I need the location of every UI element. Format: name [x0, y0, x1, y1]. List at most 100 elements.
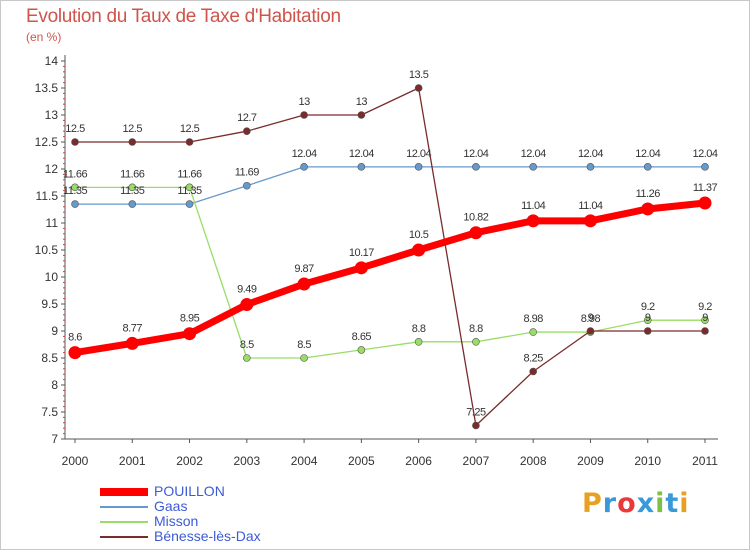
- data-point: [243, 181, 251, 190]
- data-label: 11.69: [235, 167, 260, 179]
- data-label: 11.66: [63, 168, 88, 180]
- data-label: 10.17: [349, 247, 374, 259]
- series-line-gaas: [75, 166, 705, 205]
- logo-letter: x: [636, 488, 656, 519]
- x-tick-label: 2009: [577, 454, 604, 468]
- data-point: [701, 327, 709, 335]
- data-label: 11.35: [177, 185, 202, 197]
- y-tick-label: 14: [45, 54, 59, 68]
- y-tick-label: 11: [46, 216, 59, 230]
- data-point: [300, 354, 308, 362]
- data-point: [412, 243, 426, 257]
- data-label: 8.65: [352, 331, 372, 343]
- data-point: [526, 214, 540, 228]
- data-label: 7.25: [466, 407, 486, 419]
- y-tick-label: 13: [45, 108, 59, 122]
- data-label: 12.04: [521, 148, 546, 160]
- x-tick-label: 2002: [176, 454, 203, 468]
- data-label: 12.04: [635, 148, 660, 160]
- data-point: [469, 226, 483, 240]
- series-line-benesse: [75, 87, 705, 427]
- y-tick-label: 13.5: [35, 81, 59, 95]
- data-label: 8.77: [123, 322, 143, 334]
- data-point: [185, 200, 194, 208]
- legend-swatch: [100, 488, 148, 496]
- data-point: [529, 328, 537, 336]
- y-tick-label: 9.5: [41, 297, 58, 311]
- line-chart: 7 7.5 8 8.5 9 9.5 10 10.5 11 11.5 12 12.5 13 13.5 14 20…: [35, 54, 719, 468]
- data-point: [414, 84, 423, 92]
- legend-label: Bénesse-lès-Dax: [154, 528, 261, 544]
- chart-subtitle: (en %): [26, 30, 62, 44]
- data-point: [68, 346, 82, 360]
- data-point: [185, 183, 194, 192]
- data-label: 12.5: [65, 123, 85, 135]
- data-point: [472, 421, 480, 430]
- data-label: 9.49: [237, 284, 257, 296]
- data-label: 12.5: [180, 123, 200, 135]
- data-label: 9.2: [698, 301, 712, 313]
- data-label: 12.5: [123, 123, 143, 135]
- data-point: [529, 163, 537, 171]
- data-point: [472, 163, 480, 171]
- chart-axes: 7 7.5 8 8.5 9 9.5 10 10.5 11 11.5 12 12.5 13 13.5 14 20…: [35, 54, 719, 468]
- data-label: 11.37: [693, 182, 718, 194]
- data-point: [472, 337, 480, 346]
- data-label: 9: [588, 312, 594, 324]
- data-label: 9.87: [294, 263, 314, 275]
- legend-swatch: [100, 536, 148, 538]
- x-tick-label: 2007: [463, 454, 490, 468]
- y-tick-label: 9: [51, 324, 58, 338]
- data-point: [300, 163, 308, 171]
- x-tick-label: 2003: [233, 454, 260, 468]
- chart-data-labels: 11.35 11.35 11.35 11.69 12.04 12.04 12.04 12.04…: [63, 69, 719, 419]
- data-point: [698, 196, 712, 210]
- data-label: 12.04: [692, 148, 717, 160]
- logo-letter: P: [582, 488, 603, 519]
- y-tick-label: 8.5: [41, 351, 58, 365]
- data-label: 11.66: [177, 168, 202, 180]
- data-point: [128, 183, 137, 192]
- data-label: 11.35: [120, 185, 145, 197]
- series-line-pouillon: [74, 199, 706, 357]
- data-label: 12.04: [463, 148, 488, 160]
- data-label: 13: [356, 96, 368, 108]
- y-tick-label: 12: [45, 162, 59, 176]
- x-tick-label: 2000: [62, 454, 89, 468]
- data-point: [641, 202, 655, 216]
- series-line-misson: [75, 186, 705, 359]
- legend-label: Gaas: [154, 498, 188, 514]
- data-label: 13.5: [409, 69, 429, 81]
- data-point: [701, 316, 709, 325]
- x-tick-label: 2008: [520, 454, 547, 468]
- data-label: 13: [298, 96, 310, 108]
- y-tick-label: 7: [51, 432, 58, 446]
- data-point: [357, 346, 366, 354]
- y-tick-label: 11.5: [36, 189, 59, 203]
- proxiti-logo: Proxiti: [582, 488, 690, 519]
- data-label: 8.6: [68, 332, 82, 344]
- logo-letter: i: [655, 488, 666, 519]
- data-label: 8.5: [297, 339, 311, 351]
- data-label: 12.04: [292, 148, 317, 160]
- data-point: [297, 277, 311, 291]
- data-label: 12.04: [406, 148, 431, 160]
- y-tick-label: 7.5: [41, 405, 58, 419]
- data-point: [357, 111, 366, 119]
- x-tick-label: 2004: [291, 454, 318, 468]
- x-tick-label: 2010: [634, 454, 661, 468]
- data-point: [183, 327, 197, 341]
- data-point: [71, 138, 79, 146]
- data-point: [240, 298, 254, 312]
- data-label: 12.04: [349, 148, 374, 160]
- data-point: [586, 327, 595, 335]
- data-label: 11.35: [63, 185, 88, 197]
- y-tick-label: 12.5: [35, 135, 59, 149]
- data-point: [414, 337, 423, 346]
- data-point: [300, 111, 308, 119]
- logo-letter: o: [617, 488, 637, 519]
- data-point: [643, 327, 652, 335]
- data-label: 9: [702, 312, 708, 324]
- data-label: 11.26: [636, 188, 661, 200]
